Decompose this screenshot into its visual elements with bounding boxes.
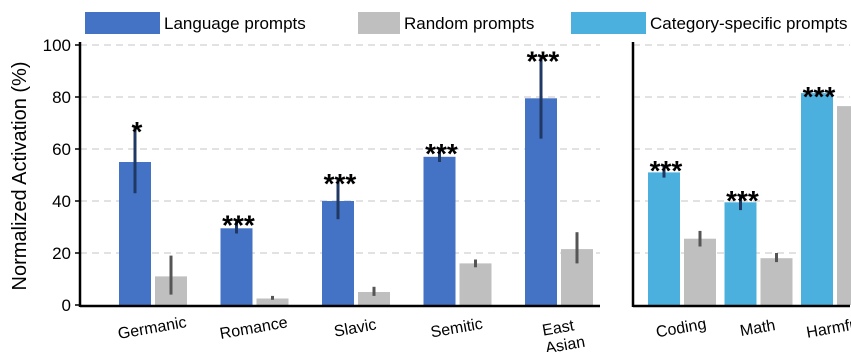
legend-swatch: [571, 12, 646, 34]
significance-marker: ***: [324, 168, 357, 199]
category-label: Coding: [655, 316, 708, 342]
bar: [837, 106, 851, 305]
significance-marker: *: [132, 116, 143, 147]
bar: [684, 238, 716, 305]
significance-marker: ***: [803, 81, 836, 112]
bar: [423, 156, 456, 305]
y-tick-label: 60: [52, 140, 71, 159]
category-label: EastAsian: [541, 316, 587, 352]
bar: [256, 298, 289, 305]
category-label-line: Asian: [544, 334, 586, 352]
y-tick-label: 100: [43, 36, 71, 55]
bar: [801, 93, 833, 305]
significance-marker: ***: [425, 138, 458, 169]
significance-marker: ***: [726, 185, 759, 216]
category-label: Romance: [219, 314, 289, 343]
legend-swatch: [85, 12, 160, 34]
significance-marker: ***: [527, 46, 560, 77]
bar: [724, 202, 757, 305]
category-label: Math: [739, 317, 777, 340]
significance-marker: ***: [222, 210, 255, 241]
legend-label: Random prompts: [404, 14, 534, 33]
category-label-line: East: [541, 317, 576, 339]
y-axis-title: Normalized Activation (%): [9, 62, 31, 291]
category-label: Germanic: [117, 314, 188, 343]
legend-swatch: [358, 12, 400, 34]
legend-label: Language prompts: [164, 14, 306, 33]
category-label: Slavic: [333, 316, 378, 340]
legend: Language prompts Random prompts Category-s…: [85, 12, 847, 34]
y-tick-label: 80: [52, 88, 71, 107]
legend-label: Category-specific prompts: [650, 14, 847, 33]
bar: [648, 172, 680, 305]
axes: 0 20 40 60 80 100: [43, 36, 850, 315]
bar: [760, 258, 793, 305]
y-tick-label: 40: [52, 192, 71, 211]
y-tick-label: 0: [62, 296, 71, 315]
y-tick-label: 20: [52, 244, 71, 263]
bar: [220, 228, 253, 305]
significance-marker: ***: [650, 155, 683, 186]
bar: [459, 263, 492, 305]
category-label: Semitic: [429, 316, 484, 342]
bars: [119, 56, 851, 305]
category-label: Harmful: [805, 315, 851, 341]
bar: [358, 292, 390, 305]
